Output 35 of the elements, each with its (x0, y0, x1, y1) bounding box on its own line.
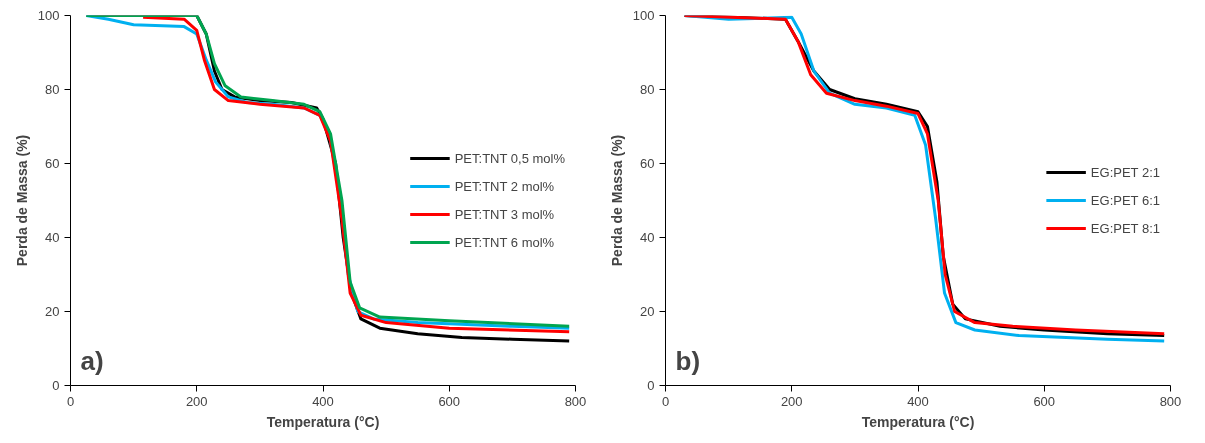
x-tick-label: 600 (1033, 393, 1056, 409)
y-tick-label: 20 (45, 304, 60, 319)
x-axis-title: Temperatura (°C) (266, 413, 380, 430)
x-tick-label: 400 (907, 393, 929, 409)
y-tick-label: 100 (37, 8, 60, 23)
legend-label: PET:TNT 0,5 mol% (454, 150, 565, 166)
annotation: b) (675, 345, 701, 376)
y-tick-label: 100 (632, 8, 655, 23)
x-tick-label: 0 (66, 393, 75, 409)
x-tick-label: 800 (564, 393, 587, 409)
legend-label: EG:PET 2:1 (1090, 164, 1160, 180)
x-tick-label: 400 (312, 393, 334, 409)
legend-label: PET:TNT 3 mol% (454, 206, 555, 222)
legend-label: PET:TNT 6 mol% (454, 234, 555, 250)
y-axis-title: Perda de Massa (%) (13, 134, 30, 267)
x-tick-label: 0 (661, 393, 670, 409)
legend-label: PET:TNT 2 mol% (454, 178, 555, 194)
x-axis-title: Temperatura (°C) (861, 413, 975, 430)
y-tick-label: 40 (45, 230, 60, 245)
y-tick-label: 20 (640, 304, 655, 319)
y-tick-label: 80 (640, 82, 655, 97)
y-tick-label: 0 (52, 378, 60, 393)
y-tick-label: 60 (45, 156, 60, 171)
x-tick-label: 200 (185, 393, 208, 409)
y-tick-label: 60 (640, 156, 655, 171)
y-tick-label: 40 (640, 230, 655, 245)
legend-label: EG:PET 8:1 (1090, 220, 1160, 236)
annotation: a) (80, 345, 104, 376)
y-axis-title: Perda de Massa (%) (608, 134, 625, 267)
y-tick-label: 80 (45, 82, 60, 97)
x-tick-label: 800 (1159, 393, 1182, 409)
y-tick-label: 0 (647, 378, 655, 393)
x-tick-label: 200 (780, 393, 803, 409)
legend-label: EG:PET 6:1 (1090, 192, 1160, 208)
x-tick-label: 600 (438, 393, 461, 409)
